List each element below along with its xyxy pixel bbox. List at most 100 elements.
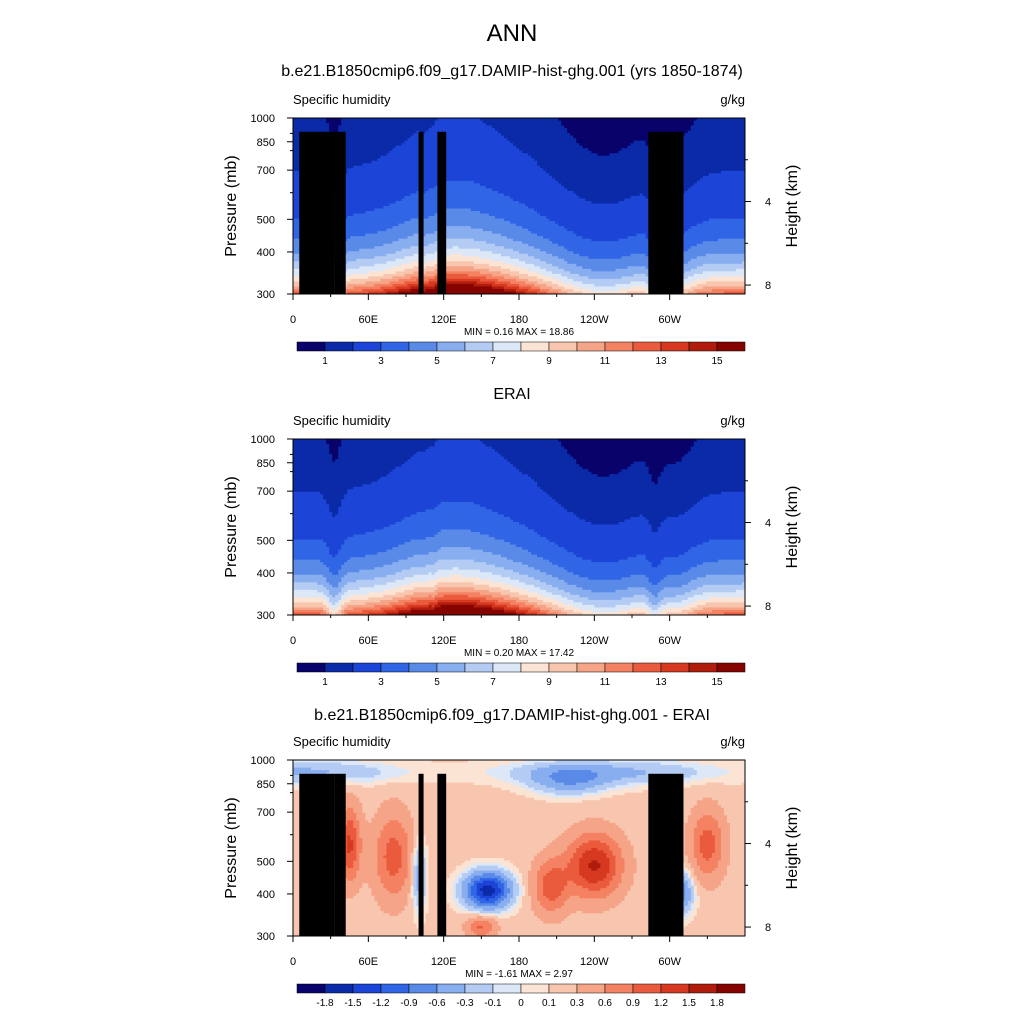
y-tick-label: 1000 [251, 755, 275, 767]
topography-block [313, 783, 322, 936]
colorbar-box [632, 341, 662, 352]
colorbar-box [324, 662, 354, 673]
topography-block [437, 131, 447, 294]
topography-block [334, 131, 346, 294]
x-tick-label: 0 [290, 314, 296, 326]
right-string: g/kg [720, 413, 745, 428]
colorbar-box [520, 983, 550, 994]
topography-block [648, 131, 684, 294]
colorbar-label: -0.3 [456, 998, 474, 1009]
colorbar-label: 11 [600, 677, 611, 688]
y-tick-label: 300 [257, 289, 275, 301]
panel-3: Specific humidity g/kg3004005007008501000… [223, 734, 801, 1009]
colorbar-label: 1.5 [682, 998, 696, 1009]
colorbar-box [492, 341, 522, 352]
topography-block [418, 131, 424, 294]
colorbar-box [688, 662, 718, 673]
colorbar-box [632, 662, 662, 673]
colorbar-label: 1 [322, 677, 328, 688]
y-tick-label: 850 [257, 137, 275, 149]
colorbar-box [604, 662, 634, 673]
y-tick-label: 500 [257, 856, 275, 868]
min-max-stats: MIN = -1.61 MAX = 2.97 [465, 969, 573, 980]
height-tick-label: 4 [765, 839, 771, 851]
colorbar-label: 0.9 [626, 998, 640, 1009]
contour-field [293, 439, 745, 615]
colorbar-box [716, 662, 746, 673]
colorbar-label: 3 [378, 356, 384, 367]
colorbar-box [492, 662, 522, 673]
colorbar: 1 3 5 7 9 11 13 15 [296, 341, 746, 367]
panel-2-title: ERAI [0, 386, 1024, 404]
colorbar: 1 3 5 7 9 11 13 15 [296, 662, 746, 688]
colorbar-box [520, 341, 550, 352]
colorbar-box [436, 341, 466, 352]
colorbar-box [296, 341, 326, 352]
colorbar-box [380, 341, 410, 352]
colorbar-box [660, 341, 690, 352]
y-tick-label: 300 [257, 610, 275, 622]
colorbar: -1.8 -1.5 -1.2 -0.9 -0.6 -0.3 -0.1 0 0.1 0.3 0.6 0.… [296, 983, 746, 1009]
colorbar-box [408, 341, 438, 352]
colorbar-box [352, 662, 382, 673]
y-tick-label: 850 [257, 458, 275, 470]
x-tick-label: 60W [658, 956, 681, 968]
colorbar-label: -1.8 [316, 998, 334, 1009]
right-string: g/kg [720, 92, 745, 107]
colorbar-label: 0 [518, 998, 524, 1009]
x-tick-label: 60E [359, 314, 379, 326]
x-tick-label: 60E [359, 956, 379, 968]
colorbar-label: 0.3 [570, 998, 584, 1009]
colorbar-label: 11 [600, 356, 611, 367]
colorbar-label: 0.6 [598, 998, 612, 1009]
x-tick-label: 120E [431, 956, 457, 968]
colorbar-box [436, 983, 466, 994]
main-title: ANN [0, 20, 1024, 48]
colorbar-box [324, 341, 354, 352]
colorbar-label: 13 [655, 356, 667, 367]
topography-block [648, 773, 684, 936]
colorbar-box [688, 341, 718, 352]
y-tick-label: 400 [257, 247, 275, 259]
colorbar-box [408, 662, 438, 673]
y-tick-label: 850 [257, 779, 275, 791]
colorbar-box [548, 662, 578, 673]
x-tick-label: 0 [290, 635, 296, 647]
panel-1: Specific humidity g/kg3004005007008501000… [223, 92, 801, 367]
y-tick-label: 700 [257, 165, 275, 177]
y-tick-label: 700 [257, 807, 275, 819]
colorbar-box [604, 983, 634, 994]
colorbar-label: 1 [322, 356, 328, 367]
colorbar-label: 13 [655, 677, 667, 688]
y-tick-label: 700 [257, 486, 275, 498]
topography-block [313, 141, 322, 294]
colorbar-label: -0.9 [400, 998, 418, 1009]
topography-block [437, 773, 447, 936]
colorbar-box [436, 662, 466, 673]
y-axis-label: Pressure (mb) [223, 476, 240, 577]
colorbar-box [660, 983, 690, 994]
colorbar-label: -0.6 [428, 998, 446, 1009]
colorbar-label: 5 [434, 356, 440, 367]
topography-block [334, 773, 346, 936]
colorbar-box [548, 341, 578, 352]
colorbar-box [716, 983, 746, 994]
colorbar-box [352, 341, 382, 352]
panel-2: Specific humidity g/kg3004005007008501000… [223, 413, 801, 688]
height-tick-label: 4 [765, 518, 771, 530]
colorbar-label: 9 [546, 356, 552, 367]
y-axis-label: Pressure (mb) [223, 797, 240, 898]
colorbar-label: 7 [490, 356, 496, 367]
colorbar-box [604, 341, 634, 352]
x-tick-label: 120W [580, 635, 609, 647]
x-tick-label: 180 [510, 956, 528, 968]
colorbar-box [520, 662, 550, 673]
panel-3-title: b.e21.B1850cmip6.f09_g17.DAMIP-hist-ghg.… [0, 707, 1024, 725]
x-tick-label: 0 [290, 956, 296, 968]
colorbar-box [380, 662, 410, 673]
x-tick-label: 180 [510, 635, 528, 647]
topography-block [418, 773, 424, 936]
y-tick-label: 1000 [251, 113, 275, 125]
panel-1-title: b.e21.B1850cmip6.f09_g17.DAMIP-hist-ghg.… [0, 63, 1024, 81]
